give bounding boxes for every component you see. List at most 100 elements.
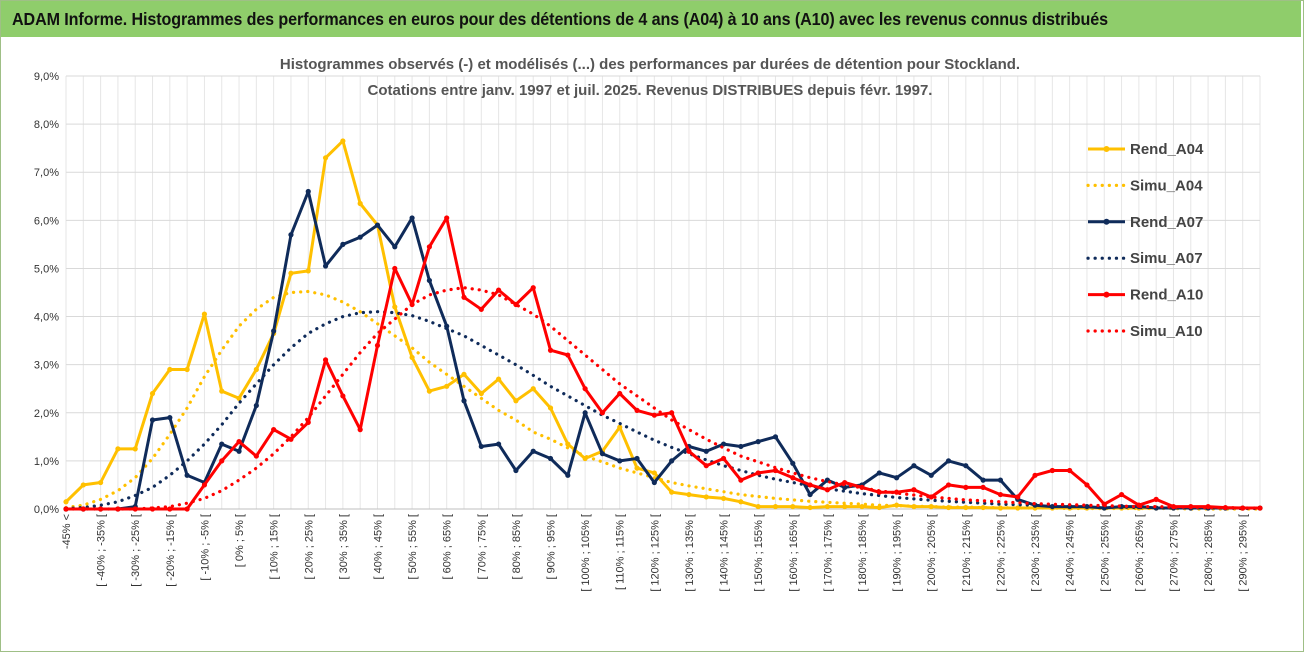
point-rend-a07 <box>253 402 259 409</box>
point-rend-a04 <box>409 354 415 361</box>
x-tick-label: [ 50% ; 55% [ <box>407 514 419 579</box>
x-tick-label: [ 190% ; 195% [ <box>892 514 904 592</box>
legend-label: Rend_A04 <box>1130 141 1204 158</box>
legend-label: Simu_A07 <box>1130 250 1203 267</box>
x-tick-label: [ 60% ; 65% [ <box>442 514 454 579</box>
point-rend-a07 <box>807 491 813 498</box>
point-rend-a04 <box>219 388 225 394</box>
point-rend-a07 <box>271 328 277 334</box>
point-rend-a07 <box>565 472 571 478</box>
x-tick-label: [ 260% ; 265% [ <box>1134 514 1146 592</box>
point-rend-a10 <box>772 467 779 474</box>
point-rend-a07 <box>963 463 969 469</box>
point-rend-a10 <box>980 484 986 490</box>
point-rend-a10 <box>651 412 657 418</box>
point-rend-a10 <box>1032 472 1038 478</box>
point-rend-a10 <box>582 386 588 392</box>
point-rend-a10 <box>807 482 813 488</box>
point-rend-a10 <box>322 357 329 363</box>
legend-item-simu-a10: Simu_A10 <box>1086 323 1203 340</box>
y-tick-label: 7,0% <box>34 167 59 179</box>
point-rend-a07 <box>634 455 640 462</box>
point-rend-a07 <box>374 222 381 228</box>
point-rend-a10 <box>305 419 311 425</box>
point-rend-a07 <box>703 448 709 454</box>
series-simu-a07 <box>64 310 1262 511</box>
x-tick-label: [ 280% ; 285% [ <box>1203 514 1215 592</box>
x-tick-label: [ 230% ; 235% [ <box>1030 514 1042 592</box>
point-rend-a10 <box>945 482 952 488</box>
point-rend-a07 <box>651 479 657 486</box>
point-rend-a04 <box>253 366 259 373</box>
x-tick-label: [ 110% ; 115% [ <box>615 514 627 590</box>
point-rend-a04 <box>305 268 311 274</box>
point-rend-a10 <box>496 287 502 293</box>
line-rend-a04 <box>64 139 1260 510</box>
y-tick-label: 9,0% <box>34 71 59 83</box>
point-rend-a10 <box>634 407 640 413</box>
legend-item-simu-a07: Simu_A07 <box>1086 250 1203 267</box>
x-tick-label: [ -30% ; -25% [ <box>130 514 142 587</box>
point-rend-a04 <box>859 503 865 510</box>
point-rend-a07 <box>530 448 536 454</box>
point-rend-a07 <box>997 477 1004 483</box>
point-rend-a10 <box>790 475 796 481</box>
x-tick-label: [ 210% ; 215% [ <box>961 514 973 592</box>
point-rend-a04 <box>149 390 156 397</box>
y-tick-label: 4,0% <box>34 312 59 324</box>
x-tick-label: [ 250% ; 255% [ <box>1099 514 1111 592</box>
point-rend-a07 <box>513 467 519 474</box>
point-rend-a07 <box>322 263 329 269</box>
point-rend-a10 <box>1118 491 1125 498</box>
legend-item-simu-a04: Simu_A04 <box>1086 177 1203 194</box>
point-rend-a04 <box>565 441 571 447</box>
point-rend-a10 <box>444 215 450 221</box>
legend-item-rend-a07: Rend_A07 <box>1088 214 1203 231</box>
y-tick-label: 1,0% <box>34 456 59 468</box>
point-rend-a07 <box>426 277 432 284</box>
point-rend-a10 <box>1153 496 1159 502</box>
point-rend-a07 <box>928 472 934 478</box>
x-tick-label: [ 70% ; 75% [ <box>476 514 488 579</box>
point-rend-a10 <box>426 244 432 250</box>
y-tick-label: 0,0% <box>34 504 59 516</box>
point-rend-a10 <box>167 506 173 512</box>
point-rend-a07 <box>236 448 242 454</box>
x-tick-label: [ 100% ; 105% [ <box>580 514 592 592</box>
point-rend-a04 <box>115 446 121 452</box>
y-tick-label: 2,0% <box>34 408 59 420</box>
y-tick-label: 5,0% <box>34 263 59 275</box>
point-rend-a04 <box>132 446 138 452</box>
point-rend-a04 <box>980 504 986 511</box>
gridlines <box>65 75 1261 510</box>
point-rend-a10 <box>253 453 259 459</box>
point-rend-a07 <box>599 451 606 457</box>
point-rend-a10 <box>1049 467 1055 474</box>
x-tick-label: [ 30% ; 35% [ <box>338 514 350 579</box>
point-rend-a04 <box>513 398 519 404</box>
line-simu-a07 <box>64 310 1262 511</box>
point-rend-a10 <box>738 477 744 483</box>
point-rend-a07 <box>980 477 986 483</box>
point-rend-a04 <box>167 366 173 373</box>
x-tick-label: [ 40% ; 45% [ <box>372 514 384 579</box>
point-rend-a07 <box>149 417 156 423</box>
point-rend-a04 <box>894 502 900 508</box>
point-rend-a07 <box>219 441 225 447</box>
point-rend-a04 <box>807 504 813 511</box>
point-rend-a04 <box>634 465 640 471</box>
point-rend-a04 <box>738 499 744 505</box>
point-rend-a04 <box>669 489 675 495</box>
point-rend-a07 <box>305 188 311 195</box>
point-rend-a10 <box>669 410 675 416</box>
point-rend-a04 <box>80 482 86 488</box>
point-rend-a07 <box>894 475 900 481</box>
x-tick-label: [ -20% ; -15% [ <box>165 514 177 587</box>
point-rend-a10 <box>374 342 381 349</box>
point-rend-a07 <box>669 458 675 464</box>
series-rend-a07 <box>63 188 1263 512</box>
point-rend-a10 <box>1084 482 1090 488</box>
point-rend-a04 <box>772 503 779 510</box>
point-rend-a07 <box>547 455 554 462</box>
x-tick-label: [ -10% ; -5% [ <box>199 514 211 581</box>
